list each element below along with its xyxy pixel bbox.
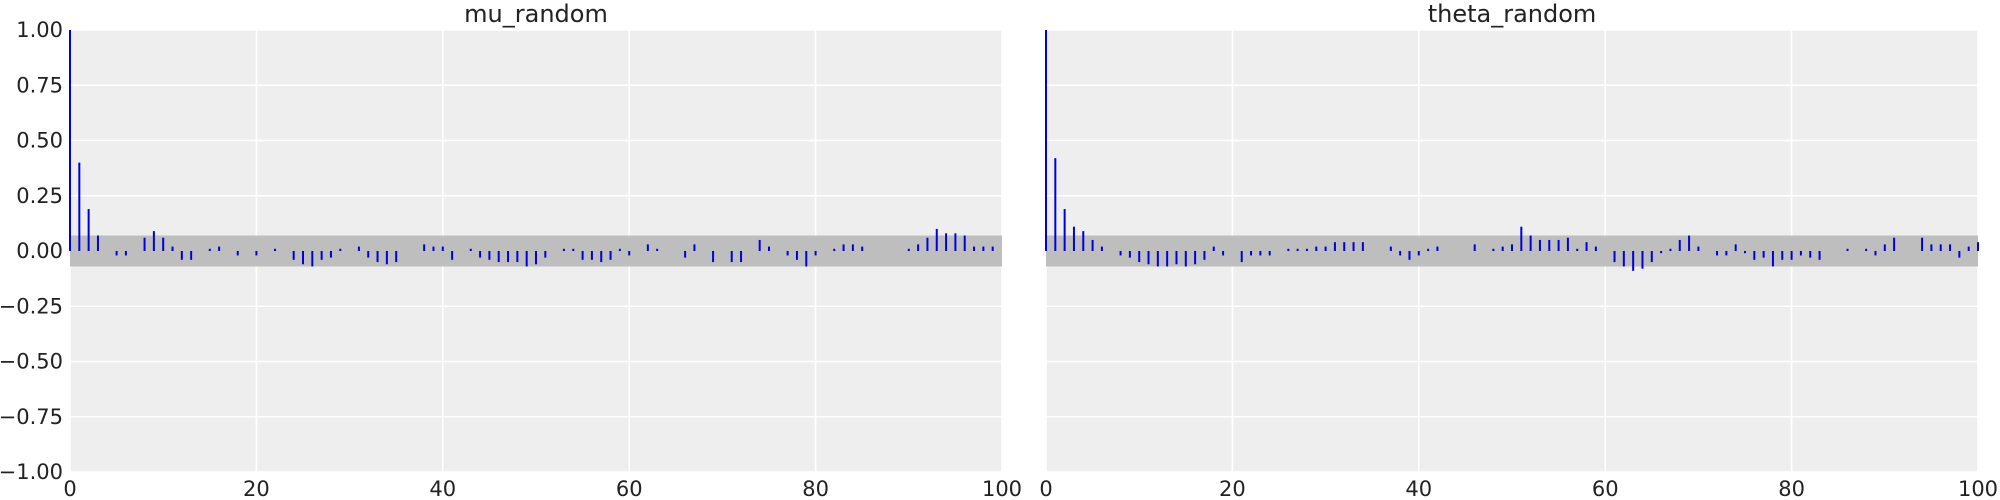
chart-panel-theta-random: theta_random 0 20 40 60 80 100 <box>1039 0 1998 500</box>
x-tick-label: 40 <box>1405 477 1432 500</box>
y-tick-label: 0.00 <box>16 239 63 263</box>
y-tick-label: −0.25 <box>0 294 63 318</box>
x-tick-label: 100 <box>1958 477 1998 500</box>
x-tick-label: 80 <box>802 477 829 500</box>
x-tick-label: 60 <box>1592 477 1619 500</box>
x-tick-label: 60 <box>616 477 643 500</box>
x-tick-label: 100 <box>982 477 1022 500</box>
y-tick-label: 0.50 <box>16 129 63 153</box>
x-tick-label: 20 <box>243 477 270 500</box>
y-tick-label: 1.00 <box>16 18 63 42</box>
y-tick-label: −0.75 <box>0 405 63 429</box>
x-tick-label: 0 <box>63 477 76 500</box>
y-tick-label: 0.75 <box>16 73 63 97</box>
y-tick-label: −0.50 <box>0 350 63 374</box>
x-tick-label: 40 <box>429 477 456 500</box>
x-tick-label: 0 <box>1039 477 1052 500</box>
chart-title: theta_random <box>1428 0 1597 28</box>
y-tick-label: −1.00 <box>0 460 63 484</box>
chart-title: mu_random <box>464 0 608 28</box>
chart-panel-mu-random: mu_random 0 20 40 60 80 100 1.00 0.75 0.50 0.25 0.0… <box>0 0 1022 500</box>
y-tick-label: 0.25 <box>16 184 63 208</box>
x-tick-label: 20 <box>1219 477 1246 500</box>
x-tick-label: 80 <box>1778 477 1805 500</box>
